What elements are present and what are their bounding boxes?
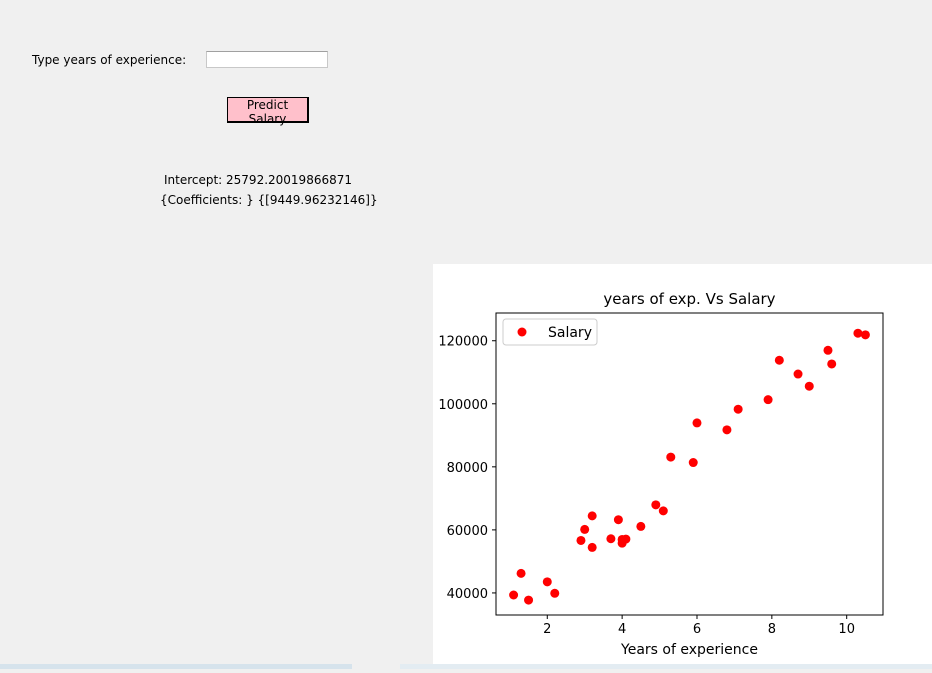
data-point [688,458,698,468]
data-point [516,568,526,578]
years-experience-input[interactable] [206,51,328,68]
data-point [576,535,586,545]
years-experience-label: Type years of experience: [32,53,187,67]
data-point [636,521,646,531]
legend-box [502,318,598,346]
data-point [666,452,676,462]
chart-title: years of exp. Vs Salary [603,290,775,308]
taskbar-strip [400,664,932,669]
y-tick-label: 120000 [438,335,488,350]
data-point [804,381,814,391]
data-point [613,515,623,525]
x-tick-label: 2 [543,622,551,637]
data-point [827,359,837,369]
intercept-text: Intercept: 25792.20019866871 [163,173,353,187]
data-point [580,524,590,534]
coefficients-text: {Coefficients: } {[9449.96232146]} [160,193,378,207]
data-point [692,418,702,428]
scatter-chart: years of exp. Vs Salary 2 4 6 8 10 40000 60000 8… [438,290,884,658]
data-point [550,588,560,598]
plot-frame [495,312,884,616]
scatter-chart-figure: years of exp. Vs Salary 2 4 6 8 10 40000 60000 8… [433,264,932,669]
data-point [524,595,534,605]
data-point [587,542,597,552]
data-point [774,355,784,365]
y-tick-label: 40000 [447,587,488,602]
data-point [542,577,552,587]
y-tick-label: 60000 [447,524,488,539]
data-point [763,395,773,405]
x-tick-label: 6 [693,622,701,637]
x-tick-label: 8 [768,622,776,637]
data-point [853,328,863,338]
data-point [823,345,833,355]
data-point [587,511,597,521]
data-point [621,534,631,544]
data-point [860,330,870,340]
data-point [606,534,616,544]
data-point [793,369,803,379]
x-tick-label: 4 [618,622,626,637]
data-point [509,590,519,600]
data-point [651,500,661,510]
legend-marker [517,327,527,337]
y-tick-label: 80000 [447,461,488,476]
data-point [722,425,732,435]
taskbar-strip [0,664,352,669]
predict-salary-button[interactable]: Predict Salary [227,97,309,126]
data-point [658,506,668,516]
x-tick-label: 10 [838,622,855,637]
legend-label: Salary [548,325,592,341]
x-axis-label: Years of experience [620,642,758,658]
data-point [733,404,743,414]
y-tick-label: 100000 [438,398,488,413]
